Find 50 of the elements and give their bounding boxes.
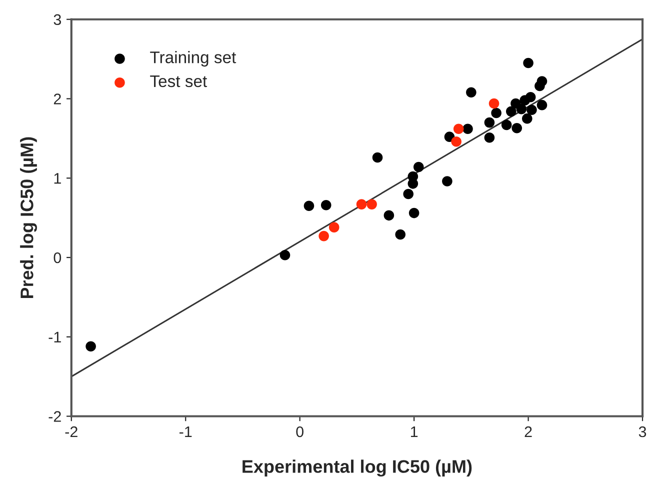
point [395, 229, 406, 240]
point [526, 104, 537, 115]
x-tick-label: 1 [410, 426, 418, 438]
point [413, 162, 424, 172]
x-tick-label: 3 [638, 426, 646, 438]
point [453, 124, 464, 134]
legend-label: Training set [150, 51, 236, 67]
point [516, 104, 527, 114]
y-tick-label: 3 [54, 14, 61, 26]
point [318, 230, 329, 242]
x-tick-label: 2 [524, 426, 532, 438]
point [86, 341, 96, 352]
y-tick-label: 1 [54, 173, 61, 184]
point [366, 199, 377, 210]
point [356, 199, 367, 210]
point [536, 76, 548, 86]
point [320, 200, 332, 210]
y-axis-title: Pred. log IC50 (µM) [20, 137, 37, 298]
point [525, 92, 536, 102]
point [501, 120, 512, 130]
point [280, 250, 290, 260]
x-tick-label: -2 [65, 426, 78, 438]
x-tick-label: 0 [296, 426, 304, 438]
y-tick-label: -1 [48, 332, 61, 342]
point [372, 152, 383, 163]
y-tick-label: 0 [54, 252, 62, 264]
point [451, 136, 462, 147]
x-axis-title: Experimental log IC50 (µM) [242, 460, 472, 477]
y-tick-label: 2 [54, 94, 61, 104]
point [462, 124, 473, 134]
point [466, 87, 476, 98]
point [484, 117, 495, 128]
point [442, 176, 452, 186]
point [384, 210, 394, 221]
legend-label: Test set [150, 76, 208, 88]
point [491, 108, 502, 118]
point [523, 58, 534, 68]
point [408, 208, 420, 218]
point [536, 100, 548, 110]
point [403, 188, 414, 200]
point [328, 222, 340, 232]
point [522, 113, 532, 124]
point [512, 122, 522, 134]
point [488, 98, 500, 109]
x-tick-label: -1 [180, 426, 192, 438]
point [484, 132, 495, 143]
point [408, 171, 418, 182]
point [304, 200, 314, 212]
point [506, 106, 516, 117]
y-tick-label: -2 [48, 411, 61, 422]
